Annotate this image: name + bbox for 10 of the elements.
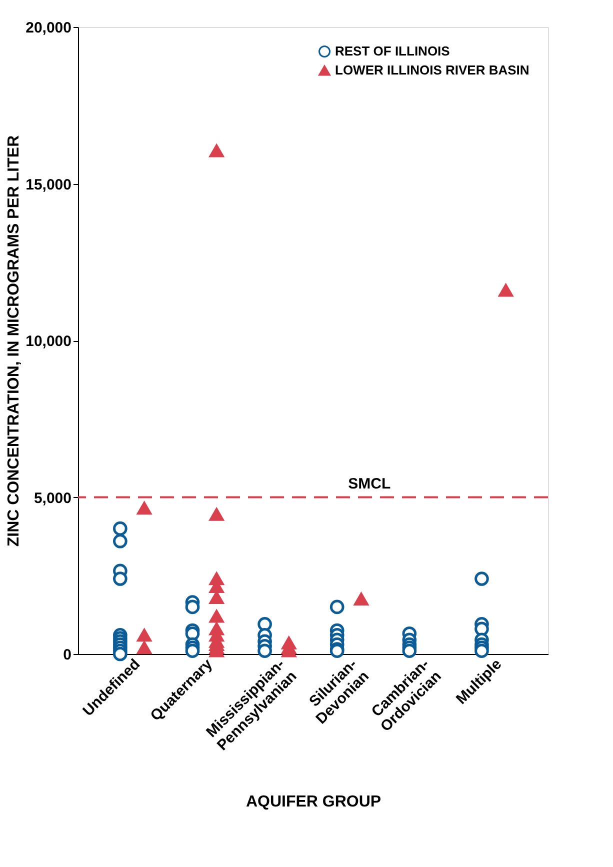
x-axis-title: AQUIFER GROUP <box>246 793 382 810</box>
ref-line-label: SMCL <box>348 475 391 492</box>
y-tick-label: 20,000 <box>26 20 72 36</box>
y-tick-label: 0 <box>63 646 72 664</box>
y-axis-title: ZINC CONCENTRATION, IN MICROGRAMS PER LITER <box>6 134 23 547</box>
legend-label: LOWER ILLINOIS RIVER BASIN <box>335 62 530 78</box>
legend-label: REST OF ILLINOIS <box>335 44 450 58</box>
y-tick-label: 15,000 <box>26 176 72 194</box>
y-tick-label: 10,000 <box>26 333 72 350</box>
y-tick-label: 5,000 <box>34 490 72 507</box>
